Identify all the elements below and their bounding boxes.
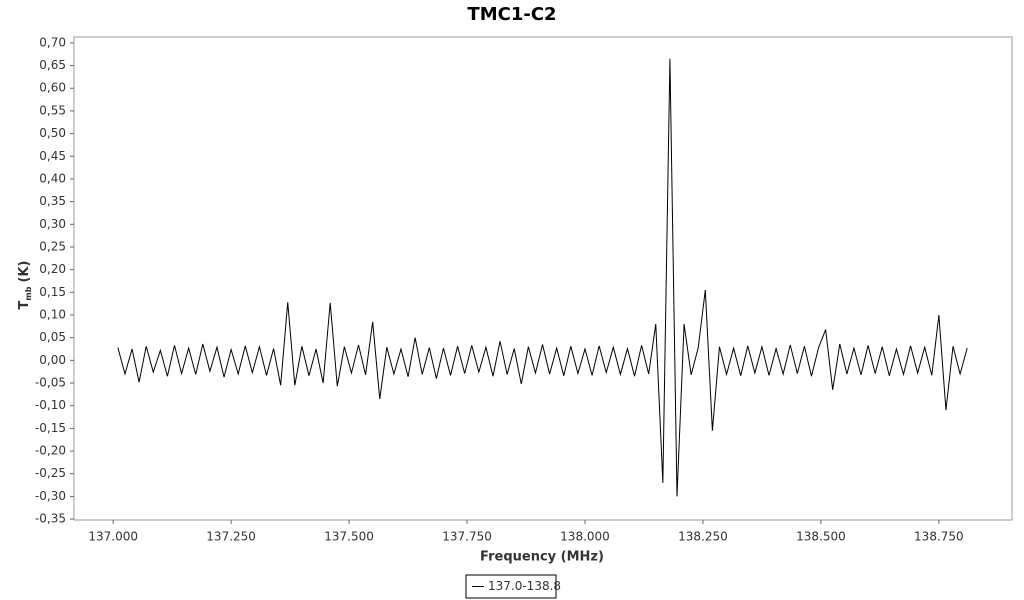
legend-label: 137.0-138.8 (488, 579, 561, 593)
y-tick-label: -0,05 (35, 376, 66, 390)
y-tick-label: 0,10 (39, 308, 66, 322)
y-tick-label: -0,35 (35, 512, 66, 526)
y-tick-label: 0,15 (39, 285, 66, 299)
spectrum-line (117, 58, 968, 497)
x-axis-label: Frequency (MHz) (480, 550, 604, 565)
y-tick-label: 0,60 (39, 81, 66, 95)
y-tick-label: 0,55 (39, 103, 66, 117)
y-tick-label: 0,65 (39, 58, 66, 72)
plot-frame (73, 36, 1013, 521)
legend: 137.0-138.8 (465, 574, 561, 599)
x-tick-label: 137.750 (442, 530, 492, 544)
y-tick-label: -0,10 (35, 398, 66, 412)
y-tick-label: 0,00 (39, 353, 66, 367)
y-tick-label: 0,50 (39, 126, 66, 140)
y-tick-label: 0,45 (39, 149, 66, 163)
x-tick-label: 137.500 (324, 530, 374, 544)
x-tick-label: 137.250 (206, 530, 256, 544)
y-tick-label: 0,40 (39, 171, 66, 185)
y-tick-label: 0,20 (39, 262, 66, 276)
y-axis-label-main: T (17, 300, 32, 309)
legend-box (465, 574, 557, 599)
y-axis-label-unit: (K) (17, 261, 32, 283)
x-tick-label: 138.750 (914, 530, 964, 544)
x-tick-label: 138.500 (796, 530, 846, 544)
y-tick-label: 0,30 (39, 217, 66, 231)
y-tick-label: -0,30 (35, 489, 66, 503)
y-tick-label: 0,70 (39, 35, 66, 49)
y-axis-label-sub: mb (24, 286, 33, 300)
x-tick-label: 138.000 (560, 530, 610, 544)
y-tick-label: -0,25 (35, 466, 66, 480)
y-tick-label: 0,25 (39, 239, 66, 253)
y-tick-label: -0,15 (35, 421, 66, 435)
y-tick-label: -0,20 (35, 444, 66, 458)
y-axis-label: Tmb (K) (17, 261, 33, 310)
y-tick-label: 0,05 (39, 330, 66, 344)
x-tick-label: 138.250 (678, 530, 728, 544)
chart-title: TMC1-C2 (467, 4, 556, 25)
x-tick-label: 137.000 (88, 530, 138, 544)
y-tick-label: 0,35 (39, 194, 66, 208)
